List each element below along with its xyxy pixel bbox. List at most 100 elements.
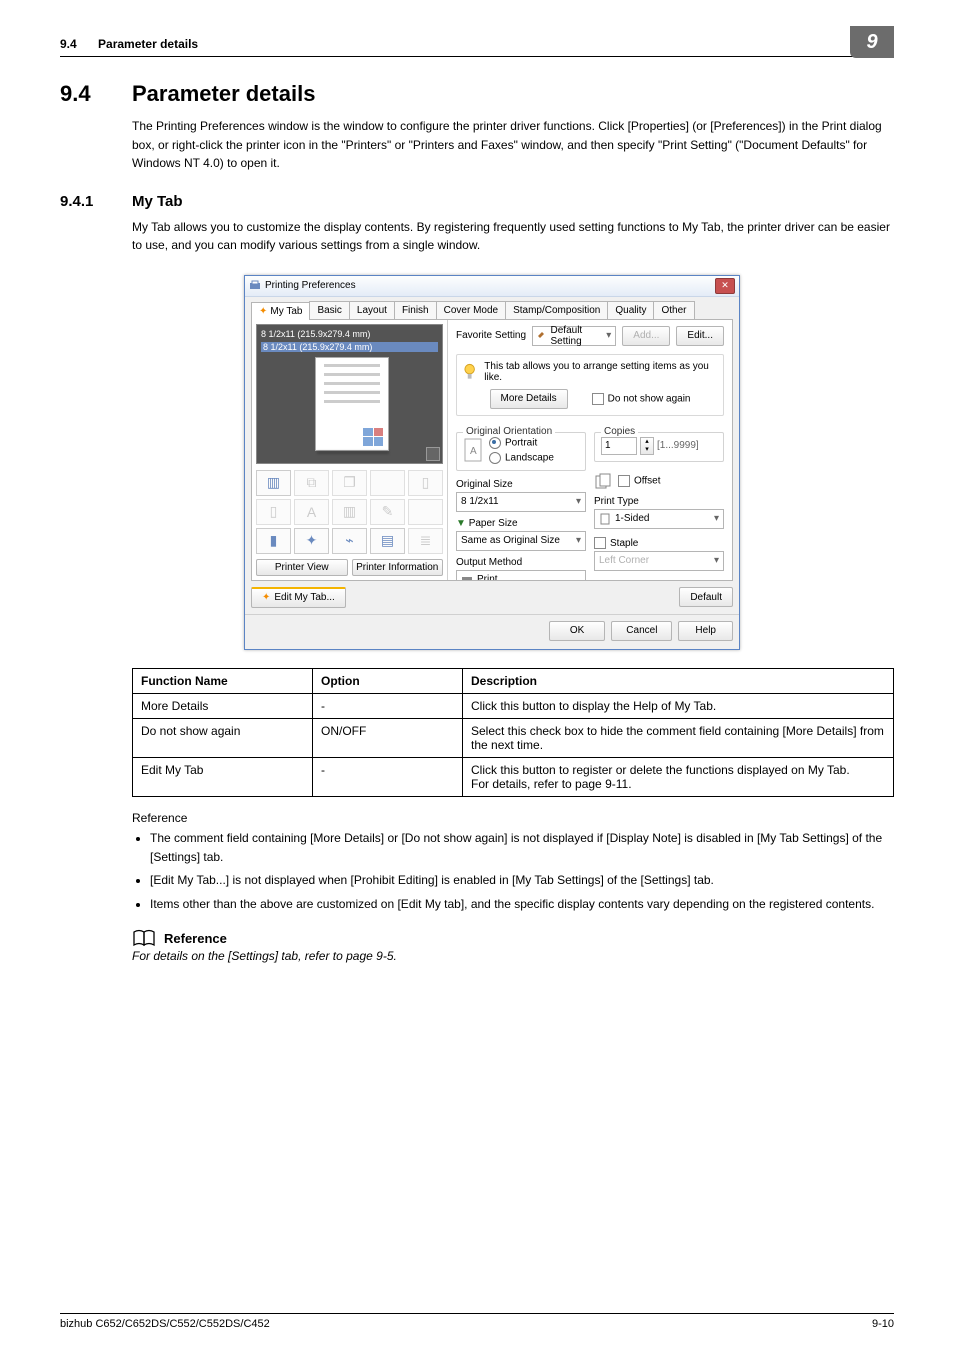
tab-quality[interactable]: Quality (607, 301, 654, 319)
printer-icon (249, 280, 261, 292)
reference-bullets: The comment field containing [More Detai… (132, 829, 894, 913)
original-size-label: Original Size (456, 479, 586, 490)
printer-information-button[interactable]: Printer Information (352, 559, 444, 576)
grid-icon[interactable]: ⌁ (332, 528, 367, 554)
tab-layout[interactable]: Layout (349, 301, 395, 319)
grid-icon[interactable] (370, 470, 405, 496)
landscape-radio[interactable]: Landscape (489, 452, 554, 464)
preview-toggle-icon[interactable] (426, 447, 440, 461)
edit-my-tab-button[interactable]: ✦Edit My Tab... (251, 587, 346, 608)
print-type-label: Print Type (594, 496, 724, 507)
dialog-title: Printing Preferences (265, 280, 356, 291)
page-footer: bizhub C652/C652DS/C552/C552DS/C452 9-10 (60, 1313, 894, 1330)
do-not-show-again-checkbox[interactable]: Do not show again (592, 393, 691, 405)
staple-checkbox[interactable]: Staple (594, 538, 638, 549)
table-cell: - (313, 693, 463, 718)
copies-range: [1...9999] (657, 440, 699, 451)
chapter-badge: 9 (850, 26, 894, 58)
table-header: Option (313, 668, 463, 693)
grid-icon[interactable]: ❐ (332, 470, 367, 496)
table-cell: ON/OFF (313, 718, 463, 757)
grid-icon[interactable]: ▤ (370, 528, 405, 554)
table-cell: Click this button to register or delete … (463, 757, 894, 796)
grid-icon[interactable]: ▥ (332, 499, 367, 525)
copies-group: Copies 1 ▴▾ [1...9999] (594, 432, 724, 462)
tab-finish[interactable]: Finish (394, 301, 437, 319)
printer-view-button[interactable]: Printer View (256, 559, 348, 576)
tab-mytab[interactable]: ✦My Tab (251, 302, 310, 320)
table-cell: Select this check box to hide the commen… (463, 718, 894, 757)
edit-button[interactable]: Edit... (676, 326, 724, 346)
hint-panel: This tab allows you to arrange setting i… (456, 354, 724, 416)
table-cell: Do not show again (133, 718, 313, 757)
table-cell: - (313, 757, 463, 796)
tab-strip: ✦My Tab Basic Layout Finish Cover Mode S… (245, 297, 739, 319)
list-item: [Edit My Tab...] is not displayed when [… (150, 871, 894, 890)
grid-icon[interactable]: A (294, 499, 329, 525)
grid-icon[interactable]: ▯ (256, 499, 291, 525)
grid-icon[interactable]: ▥ (256, 470, 291, 496)
preview-size-1: 8 1/2x11 (215.9x279.4 mm) (261, 329, 438, 339)
orientation-group: Original Orientation A Portrait Landscap… (456, 432, 586, 471)
grid-icon[interactable]: ✦ (294, 528, 329, 554)
offset-icon (594, 472, 612, 490)
copies-stepper[interactable]: ▴▾ (640, 437, 654, 455)
subsection-number: 9.4.1 (60, 193, 132, 210)
favorite-setting-select[interactable]: Default Setting▾ (532, 326, 616, 346)
copies-input[interactable]: 1 (601, 437, 637, 455)
preview-paper-icon (315, 357, 389, 451)
output-method-select[interactable]: Print (456, 570, 586, 580)
portrait-radio[interactable]: Portrait (489, 437, 554, 449)
add-button[interactable]: Add... (622, 326, 670, 346)
subsection-title: 9.4.1 My Tab (90, 193, 894, 210)
ok-button[interactable]: OK (549, 621, 605, 641)
table-cell: More Details (133, 693, 313, 718)
tab-basic[interactable]: Basic (309, 301, 349, 319)
page-preview: 8 1/2x11 (215.9x279.4 mm) 8 1/2x11 (215.… (256, 324, 443, 464)
staple-position-select[interactable]: Left Corner▾ (594, 551, 724, 571)
paper-size-select[interactable]: Same as Original Size▾ (456, 531, 586, 551)
tab-covermode[interactable]: Cover Mode (436, 301, 506, 319)
offset-checkbox[interactable]: Offset (618, 475, 661, 487)
orientation-icon: A (463, 437, 483, 463)
preview-size-2: 8 1/2x11 (215.9x279.4 mm) (261, 342, 438, 352)
book-icon (132, 929, 158, 947)
grid-icon[interactable] (408, 499, 443, 525)
original-size-select[interactable]: 8 1/2x11▾ (456, 492, 586, 512)
subsection-heading: My Tab (132, 193, 183, 210)
grid-icon[interactable]: ▯ (408, 470, 443, 496)
star-icon: ✦ (259, 306, 267, 317)
feature-icon-grid: ▥ ⧉ ❐ ▯ ▯ A ▥ ✎ ▮ ✦ ⌁ ▤ ≣ (256, 464, 443, 554)
header-section-label: Parameter details (98, 37, 198, 51)
grid-icon[interactable]: ✎ (370, 499, 405, 525)
printer-small-icon (461, 575, 473, 580)
grid-icon[interactable]: ⧉ (294, 470, 329, 496)
tab-other[interactable]: Other (653, 301, 694, 319)
close-button[interactable]: ✕ (715, 278, 735, 294)
list-item: Items other than the above are customize… (150, 895, 894, 914)
more-details-button[interactable]: More Details (490, 389, 568, 409)
section-title: 9.4 Parameter details (90, 81, 894, 107)
table-header: Function Name (133, 668, 313, 693)
section-number: 9.4 (60, 81, 132, 107)
tab-stamp[interactable]: Stamp/Composition (505, 301, 608, 319)
intro-paragraph: The Printing Preferences window is the w… (132, 117, 894, 173)
table-cell: Edit My Tab (133, 757, 313, 796)
help-button[interactable]: Help (678, 621, 733, 641)
default-button[interactable]: Default (679, 587, 733, 607)
grid-icon[interactable]: ▮ (256, 528, 291, 554)
list-item: The comment field containing [More Detai… (150, 829, 894, 866)
wrench-icon (537, 331, 546, 341)
output-method-label: Output Method (456, 557, 586, 568)
grid-icon[interactable]: ≣ (408, 528, 443, 554)
page-icon (599, 513, 611, 525)
table-cell: Click this button to display the Help of… (463, 693, 894, 718)
svg-text:A: A (470, 446, 477, 457)
section-heading: Parameter details (132, 81, 315, 107)
subsection-paragraph: My Tab allows you to customize the displ… (132, 218, 894, 255)
paper-size-label: ▼ Paper Size (456, 518, 586, 529)
print-type-select[interactable]: 1-Sided▾ (594, 509, 724, 529)
cancel-button[interactable]: Cancel (611, 621, 672, 641)
lightbulb-icon (463, 363, 476, 381)
reference-heading: Reference (164, 931, 227, 946)
